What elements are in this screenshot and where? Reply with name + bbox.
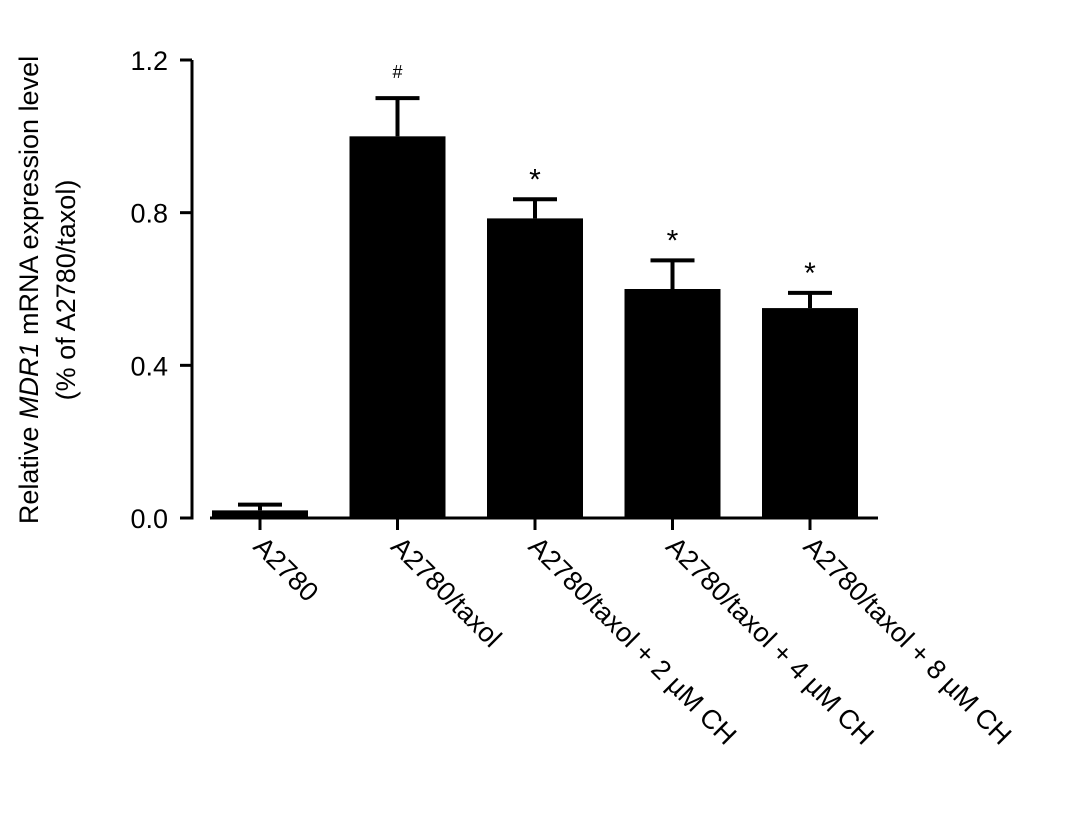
- significance-asterisk: *: [804, 257, 816, 290]
- y-axis-label-suffix: mRNA expression level: [14, 56, 44, 343]
- y-axis-label-prefix: Relative: [14, 419, 44, 524]
- bar: [212, 510, 308, 518]
- y-tick-label: 0.8: [130, 199, 168, 229]
- axes: 0.0 0.4 0.8 1.2: [130, 46, 878, 534]
- y-axis-title: Relative MDR1 mRNA expression level (% o…: [14, 56, 81, 524]
- significance-asterisk: *: [529, 163, 541, 196]
- x-tick-labels: A2780 A2780/taxol A2780/taxol + 2 µM CHA27…: [248, 518, 1017, 751]
- y-tick-label: 0.4: [130, 351, 168, 381]
- y-axis-label-line-1: Relative MDR1 mRNA expression level: [14, 56, 44, 524]
- y-tick-label: 0.0: [130, 504, 168, 534]
- y-axis-label-gene: MDR1: [14, 343, 44, 420]
- bars: [212, 96, 858, 519]
- bar: [487, 218, 583, 518]
- bar: [349, 136, 446, 519]
- y-axis-label-line-2: (% of A2780/taxol): [51, 180, 81, 401]
- x-tick-label: A2780/taxol: [385, 531, 507, 653]
- bar: [624, 289, 721, 518]
- y-tick-label: 1.2: [130, 46, 168, 76]
- annotations: # * * *: [392, 62, 816, 290]
- x-tick-label: A2780: [248, 531, 324, 607]
- significance-asterisk: *: [667, 224, 679, 257]
- bar: [762, 308, 858, 518]
- significance-hash: #: [392, 62, 402, 82]
